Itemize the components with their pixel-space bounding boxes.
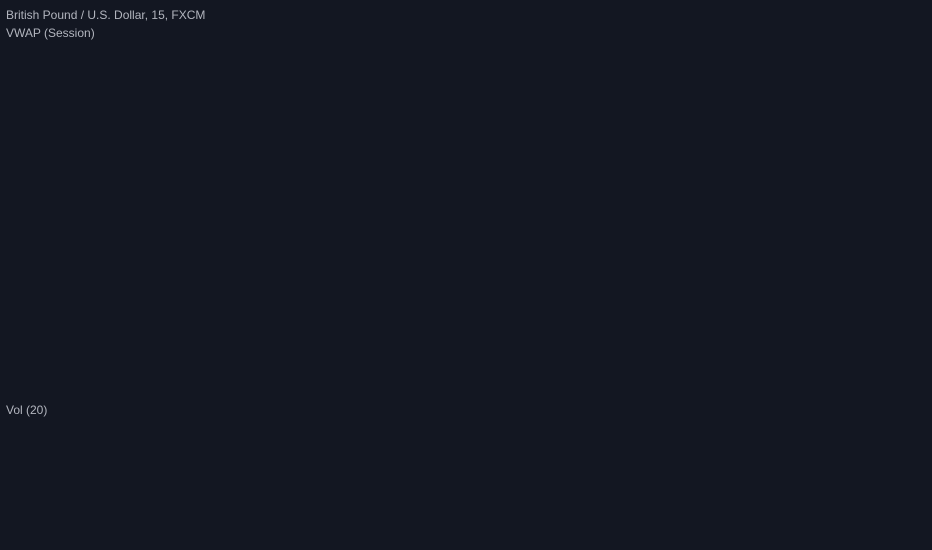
indicator-label: VWAP (Session) (6, 26, 95, 40)
volume-label: Vol (20) (6, 403, 47, 417)
chart-title: British Pound / U.S. Dollar, 15, FXCM (6, 8, 205, 22)
